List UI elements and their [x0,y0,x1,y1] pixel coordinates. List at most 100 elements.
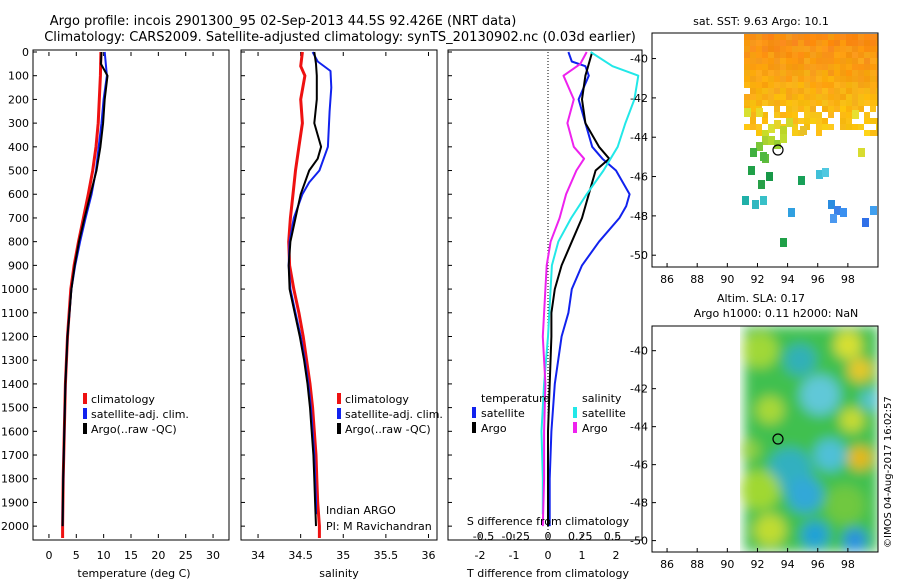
sst-cell [864,112,870,118]
sst-cell [870,46,876,52]
sst-cell [756,108,763,117]
legend-swatch-satellite [83,408,87,419]
sst-cell [858,46,864,52]
sst-cell [816,76,822,82]
sst-cell [804,82,810,88]
sst-cell [768,64,774,70]
sst-cell [798,88,804,94]
sst-cell [840,106,846,112]
sst-cell [810,58,816,64]
sla-blob [814,439,846,471]
argo-position-marker [772,433,784,445]
difference-panel: -2 -1 0 1 2 -0.5 -0.25 0 0.25 0.5 S difference fr… [447,49,643,580]
sst-cell [870,64,876,70]
difference-xlabel-top: S difference from climatology [467,515,630,528]
sst-cell [816,124,822,130]
sst-cell [822,34,828,40]
sst-cell [750,94,756,100]
x-tick-label: 96 [811,558,825,571]
sst-cell [750,64,756,70]
sst-cell [744,76,750,82]
sst-cell [762,34,768,40]
sst-cell [834,106,840,112]
sst-cell [858,34,864,40]
sst-cell [834,58,840,64]
sla-blob [756,396,784,424]
salinity-xlabel: salinity [319,567,359,580]
sst-cell [834,88,840,94]
x-tick-label: 0 [545,549,552,562]
sst-cell [750,100,756,106]
legend-label-t-satellite: satellite [481,407,525,420]
sst-cell [864,70,870,76]
sst-cell [774,46,780,52]
sst-cell [822,100,828,106]
sst-cell [828,58,834,64]
sst-cell [816,118,822,124]
sst-cell [762,100,768,106]
sst-cell [750,52,756,58]
sst-cell [862,218,869,227]
sst-cell [768,52,774,58]
sst-cell [774,64,780,70]
sst-cell [744,70,750,76]
sst-cell [876,70,878,76]
sla-blob [840,408,864,432]
sst-cell [774,112,780,118]
temperature-lines [61,51,109,538]
sst-cell [768,40,774,46]
sst-cell [810,112,816,118]
sst-cell [750,40,756,46]
y-tick-label: 400 [8,141,29,154]
sst-cell [828,200,835,209]
sst-cell [840,34,846,40]
sst-cell [744,82,750,88]
sst-cell [828,88,834,94]
sst-cell [744,64,750,70]
sst-cell [756,34,762,40]
sst-cell [822,70,828,76]
sst-cell [792,40,798,46]
sst-cell [810,64,816,70]
sst-cell [804,112,810,118]
sst-cell [756,142,763,151]
series-line-s-argo [541,51,588,527]
sla-blob [860,390,878,410]
sla-blob [801,521,829,549]
sst-cell [780,126,787,135]
sst-cell [756,94,762,100]
sst-cell [810,76,816,82]
sst-cell [810,100,816,106]
sla-blob [740,440,760,460]
sst-cell [768,70,774,76]
y-tick-label: 600 [8,188,29,201]
sst-cell [810,40,816,46]
sst-cell [792,100,798,106]
sst-cell [852,40,858,46]
sst-cell [876,124,878,130]
sst-cell [768,136,775,145]
sst-cell [870,130,876,136]
x-tick-label: 15 [124,549,138,562]
sst-cell [786,94,792,100]
sst-cell [804,40,810,46]
sst-cell [822,124,828,130]
sst-cell [816,112,822,118]
sst-cell [822,88,828,94]
sst-cell [780,58,786,64]
sst-cell [792,88,798,94]
legend-label-satellite: satellite-adj. clim. [91,408,189,421]
sst-cell [792,112,798,118]
sst-cell [834,94,840,100]
sla-heatmap [740,326,878,552]
x-tick-label: 5 [73,549,80,562]
sst-cell [762,82,768,88]
y-tick-label: 1400 [1,378,29,391]
y-tick-label: 1600 [1,425,29,438]
sla-blob [787,477,823,513]
sst-cell [798,94,804,100]
sst-map-axes-ticks: 86 88 90 92 94 96 98 -40 -42 -44 -46 -48 -50 [630,53,855,286]
sst-cell [834,82,840,88]
sst-cell [774,106,780,112]
sst-cell [768,34,774,40]
